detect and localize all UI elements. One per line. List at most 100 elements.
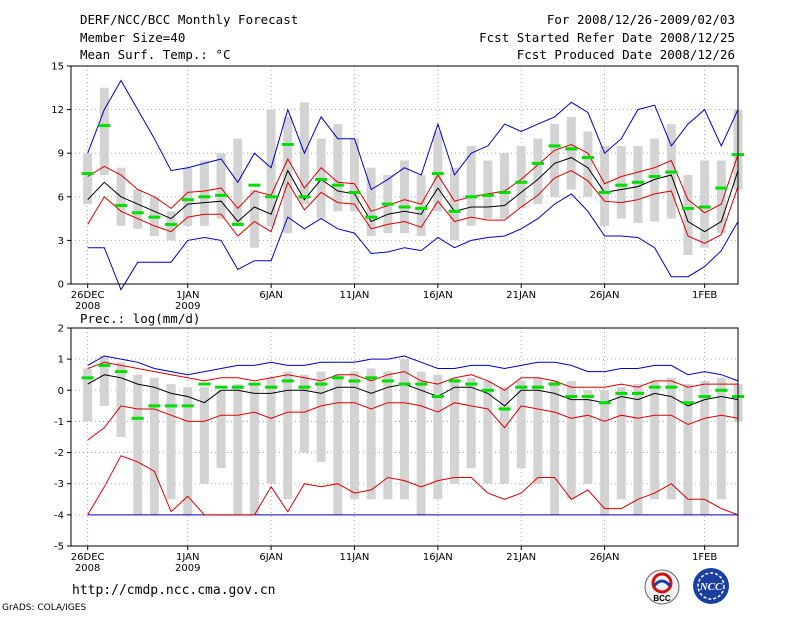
max-line [87,79,739,191]
median-marker [198,195,211,199]
ensemble-box [633,384,643,515]
bcc-logo: BCC [641,568,683,606]
ensemble-box [483,160,493,219]
ensemble-box [83,153,93,205]
median-marker [398,382,411,386]
p10-line [87,455,739,516]
x-tick-label: 26JAN [590,290,620,301]
website-url[interactable]: http://cmdp.ncc.cma.gov.cn [72,583,276,598]
ensemble-box [299,374,309,453]
median-marker [715,186,728,190]
median-marker [298,195,311,199]
median-marker [565,395,578,399]
ensemble-box [99,356,109,406]
median-marker [581,395,594,399]
median-marker [265,385,278,389]
median-marker [198,382,211,386]
bcc-logo-icon: BCC [644,569,680,605]
member-size: Member Size=40 [80,30,186,45]
median-marker [81,172,94,176]
x-tick-year: 2008 [75,563,100,574]
ensemble-box [216,390,226,469]
ensemble-box [583,131,593,197]
x-tick-label: 1FEB [692,290,717,301]
median-marker [665,385,678,389]
median-marker [231,385,244,389]
median-marker [415,382,428,386]
median-marker [481,388,494,392]
x-tick-label: 6JAN [259,552,282,563]
median-marker [681,206,694,210]
median-marker [415,206,428,210]
median-marker [115,370,128,374]
median-marker [698,205,711,209]
ensemble-box [133,189,143,229]
ensemble-box [700,380,710,515]
ensemble-box [249,384,259,515]
median-marker [648,385,661,389]
median-marker [598,190,611,194]
ensemble-box [533,377,543,484]
ensemble-box [316,371,326,462]
ensemble-box [466,377,476,469]
median-marker [148,215,161,219]
y-tick-label: -1 [54,417,64,428]
median-marker [365,215,378,219]
x-tick-label: 21JAN [506,290,536,301]
median-marker [348,190,361,194]
median-marker [98,363,111,367]
ensemble-box [383,371,393,500]
y-tick-label: 6 [58,192,64,203]
median-marker [248,183,261,187]
median-marker [515,180,528,184]
ensemble-box [716,160,726,234]
median-marker [331,183,344,187]
median-marker [548,144,561,148]
median-marker [315,382,328,386]
ensemble-box [183,387,193,515]
median-marker [431,395,444,399]
ensemble-box [450,167,460,241]
x-tick-label: 6JAN [259,290,282,301]
median-marker [265,195,278,199]
ensemble-box [400,160,409,234]
ensemble-box [416,371,426,515]
ensemble-box [333,124,343,212]
mean-line [87,157,739,233]
median-marker [365,376,378,380]
ensemble-box [183,167,193,226]
ensemble-box [716,377,726,500]
y-tick-label: 2 [58,324,64,335]
y-tick-label: 9 [58,149,64,160]
median-marker [615,183,628,187]
ensemble-box [516,380,526,469]
y-tick-label: 0 [58,386,64,397]
median-marker [531,161,544,165]
median-marker [681,401,694,405]
median-marker [81,376,94,380]
x-tick-label: 1FEB [692,552,717,563]
ensemble-box [583,390,593,484]
ensemble-box [216,153,226,219]
x-tick-label: 11JAN [340,552,370,563]
ensemble-box [333,374,343,515]
median-marker [315,177,328,181]
y-tick-label: 12 [51,105,64,116]
ensemble-box [283,371,293,500]
median-marker [381,379,394,383]
y-tick-label: 0 [58,280,64,291]
median-marker [231,222,244,226]
ensemble-box [149,377,159,515]
ensemble-box [533,138,543,205]
grads-credit: GrADS: COLA/IGES [2,603,87,613]
median-marker [531,385,544,389]
ensemble-box [266,377,276,484]
median-marker [665,170,678,174]
x-tick-label: 26DEC [71,290,105,301]
ensemble-box [199,160,209,226]
ensemble-box [600,145,610,226]
ensemble-box [116,362,126,437]
